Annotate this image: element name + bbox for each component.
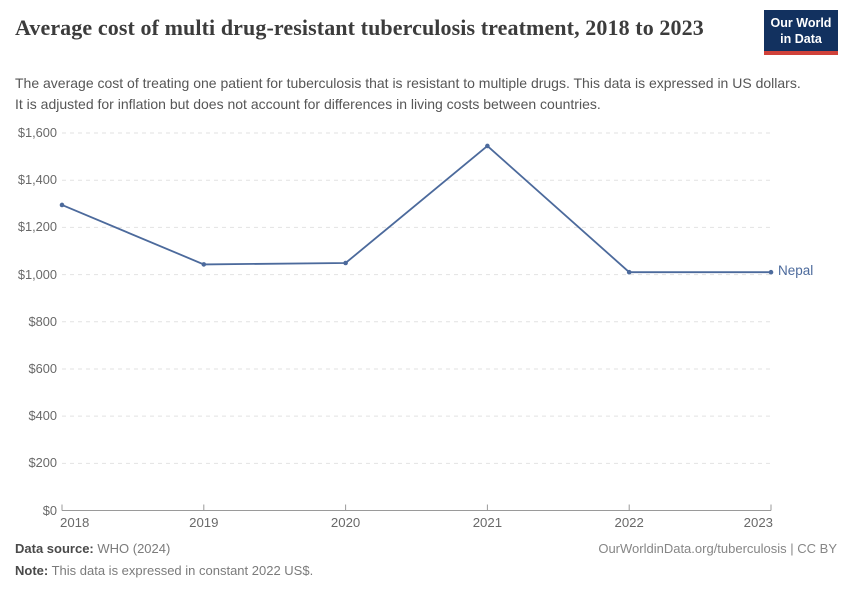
x-axis-tick-label: 2022	[614, 515, 644, 530]
y-axis-tick-label: $400	[28, 408, 57, 424]
owid-logo-line1: Our World	[770, 16, 832, 30]
data-source-value: WHO (2024)	[93, 541, 171, 556]
y-axis-tick-label: $0	[42, 502, 57, 518]
chart-title: Average cost of multi drug-resistant tub…	[15, 15, 704, 40]
x-axis-tick-label: 2020	[330, 515, 361, 530]
data-source-label: Data source:	[15, 541, 94, 556]
y-axis-tick-label: $1,400	[17, 172, 57, 188]
x-axis-tick-label: 2018	[60, 515, 90, 530]
data-point	[768, 269, 774, 275]
data-point	[201, 262, 207, 267]
owid-logo: Our World in Data	[764, 10, 838, 55]
y-axis-tick-label: $1,600	[17, 125, 57, 140]
series-label-nepal: Nepal	[778, 263, 814, 279]
y-axis-tick-label: $800	[28, 313, 57, 329]
data-point	[626, 269, 632, 275]
data-point	[485, 143, 490, 149]
attribution-link[interactable]: OurWorldinData.org/tuberculosis | CC BY	[598, 541, 837, 556]
chart-subtitle: The average cost of treating one patient…	[15, 75, 801, 112]
x-axis-tick-label: 2019	[189, 515, 219, 530]
y-axis-tick-label: $1,000	[17, 266, 57, 282]
y-axis-tick-label: $600	[28, 360, 57, 376]
note-value: This data is expressed in constant 2022 …	[48, 563, 314, 578]
y-axis-tick-label: $200	[28, 455, 57, 471]
owid-logo-line2: in Data	[780, 32, 822, 46]
footer-row: Data source: WHO (2024) OurWorldinData.o…	[15, 541, 837, 556]
data-source: Data source: WHO (2024)	[15, 541, 170, 556]
note-label: Note:	[15, 563, 49, 578]
data-point	[59, 202, 65, 208]
footer-note: Note: This data is expressed in constant…	[15, 563, 313, 578]
series-line	[61, 144, 771, 274]
x-axis-tick-label: 2023	[743, 515, 773, 530]
x-axis-tick-label: 2021	[472, 515, 503, 530]
y-axis-tick-label: $1,200	[17, 219, 57, 235]
data-point	[343, 260, 348, 266]
